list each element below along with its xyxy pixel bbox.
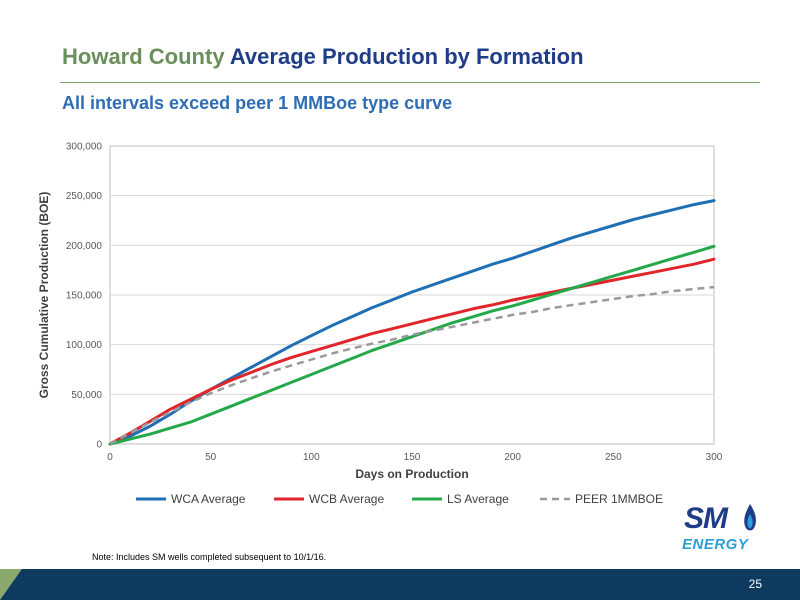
page-number: 25 xyxy=(748,577,762,591)
y-tick-label: 200,000 xyxy=(66,241,103,252)
x-axis-ticks: 0 50 100 150 200 250 300 xyxy=(107,452,723,463)
legend-label: WCB Average xyxy=(309,492,384,506)
x-tick-label: 100 xyxy=(303,452,320,463)
x-tick-label: 250 xyxy=(605,452,622,463)
x-tick-label: 200 xyxy=(504,452,521,463)
y-tick-label: 0 xyxy=(96,440,102,451)
footnote: Note: Includes SM wells completed subseq… xyxy=(92,552,327,562)
logo-sm-text: SM xyxy=(684,502,728,535)
legend-label: LS Average xyxy=(447,492,509,506)
page-subtitle: All intervals exceed peer 1 MMBoe type c… xyxy=(62,93,453,113)
footer-accent xyxy=(0,569,22,600)
y-tick-label: 50,000 xyxy=(71,390,102,401)
series-lines xyxy=(108,199,716,446)
logo-energy-text: ENERGY xyxy=(682,536,749,553)
x-tick-label: 0 xyxy=(107,452,113,463)
title-main: Average Production by Formation xyxy=(229,44,584,69)
legend-label: PEER 1MMBOE xyxy=(575,492,663,506)
footer-bar xyxy=(0,569,800,600)
legend-label: WCA Average xyxy=(171,492,246,506)
page-title: Howard County Average Production by Form… xyxy=(62,44,584,70)
y-axis-title: Gross Cumulative Production (BOE) xyxy=(37,192,51,399)
legend: WCA Average WCB Average LS Average PEER 1MM… xyxy=(136,492,663,506)
series-line-peer-1mmboe xyxy=(109,285,715,446)
x-tick-label: 300 xyxy=(706,452,723,463)
y-axis-ticks: 0 50,000 100,000 150,000 200,000 250,000 300,0… xyxy=(66,142,103,451)
y-tick-label: 150,000 xyxy=(66,291,103,302)
y-tick-label: 300,000 xyxy=(66,142,103,153)
y-tick-label: 100,000 xyxy=(66,340,103,351)
x-tick-label: 50 xyxy=(205,452,217,463)
x-tick-label: 150 xyxy=(404,452,421,463)
series-line-wcb-average xyxy=(108,257,716,446)
flame-icon xyxy=(744,504,756,531)
title-divider xyxy=(60,82,760,83)
title-county: Howard County xyxy=(62,44,225,69)
series-line-ls-average xyxy=(108,244,716,446)
y-tick-label: 250,000 xyxy=(66,191,103,202)
x-axis-title: Days on Production xyxy=(355,467,468,481)
company-logo: SM ENERGY xyxy=(680,502,770,558)
